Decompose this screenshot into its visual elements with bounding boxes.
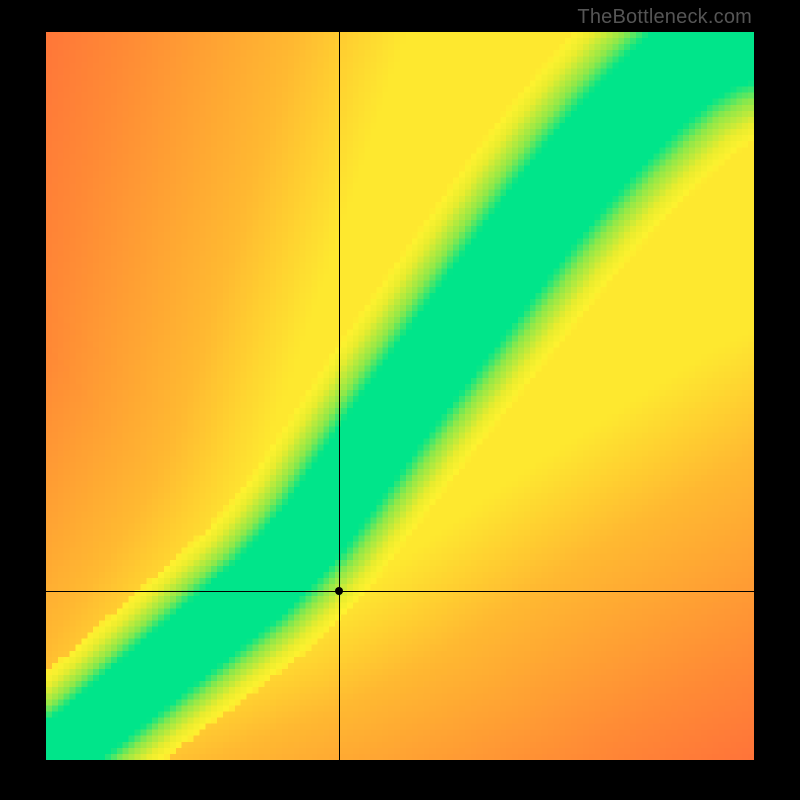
crosshair-horizontal <box>46 591 754 592</box>
watermark-text: TheBottleneck.com <box>577 6 752 29</box>
crosshair-vertical <box>339 32 340 760</box>
crosshair-marker-dot <box>335 587 343 595</box>
heatmap-plot <box>46 32 754 760</box>
heatmap-canvas <box>46 32 754 760</box>
